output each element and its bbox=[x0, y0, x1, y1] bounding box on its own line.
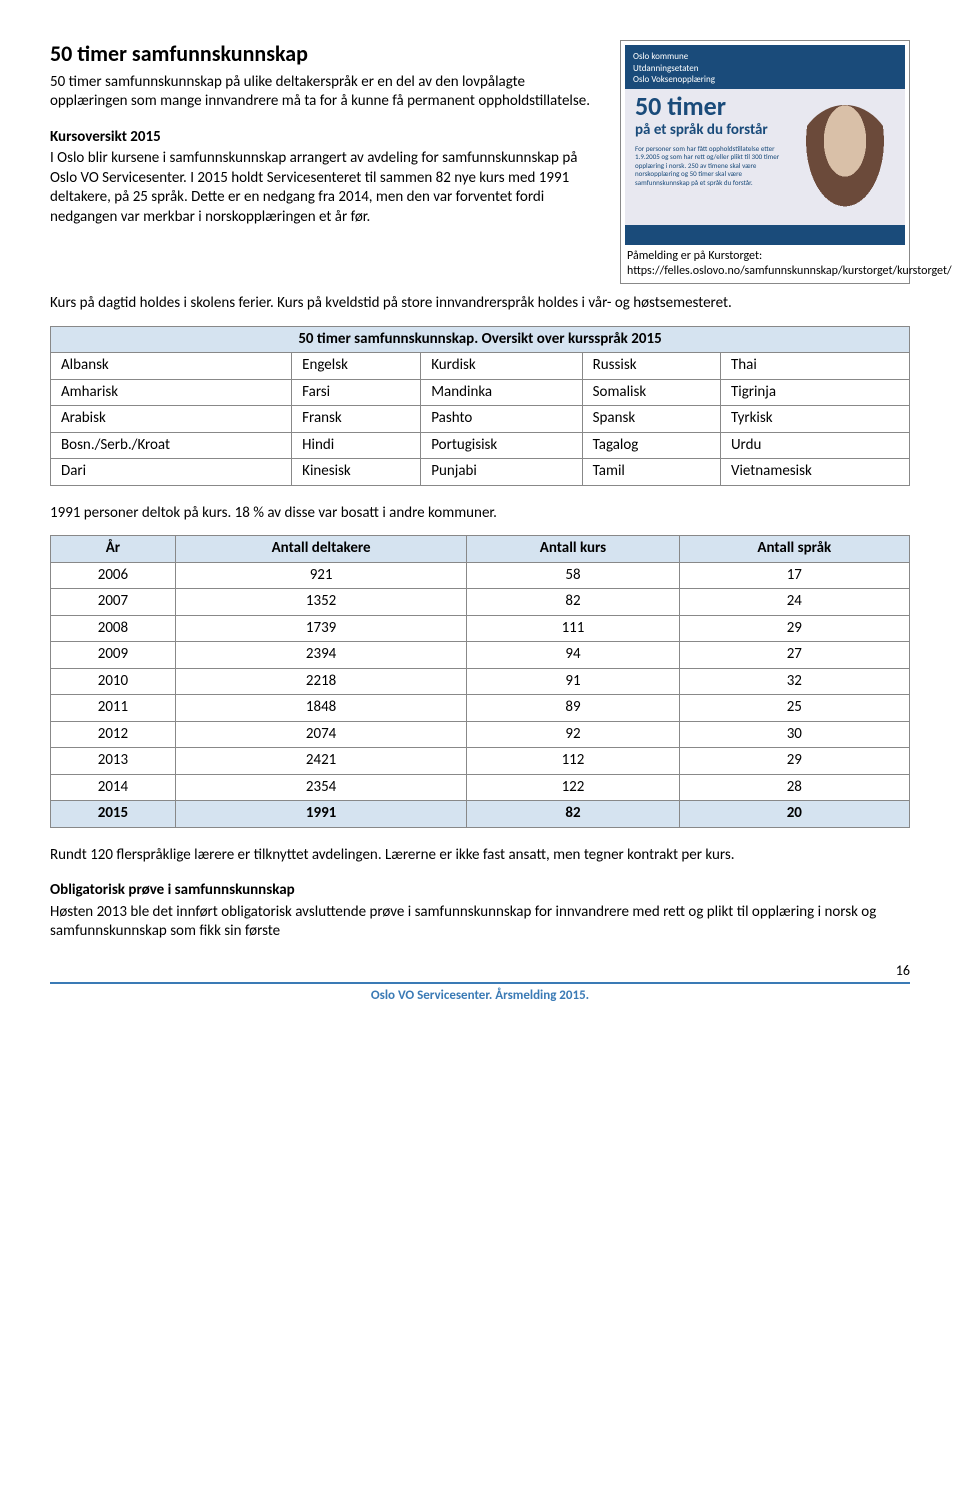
sidebox-caption: Påmelding er på Kurstorget: https://fell… bbox=[625, 245, 905, 279]
stats-cell: 92 bbox=[467, 721, 679, 748]
stats-cell: 20 bbox=[679, 801, 909, 828]
language-table-header: 50 timer samfunnskunnskap. Oversikt over… bbox=[51, 326, 910, 353]
stats-cell: 24 bbox=[679, 589, 909, 616]
language-cell: Spansk bbox=[582, 406, 720, 433]
page-title: 50 timer samfunnskunnskap bbox=[50, 40, 600, 69]
stats-cell: 2218 bbox=[175, 668, 466, 695]
kursoversikt-heading: Kursoversikt 2015 bbox=[50, 128, 600, 148]
stats-cell: 2015 bbox=[51, 801, 176, 828]
stats-cell: 32 bbox=[679, 668, 909, 695]
language-cell: Tyrkisk bbox=[720, 406, 909, 433]
stats-cell: 2009 bbox=[51, 642, 176, 669]
language-cell: Arabisk bbox=[51, 406, 292, 433]
language-cell: Portugisisk bbox=[421, 432, 582, 459]
language-cell: Kinesisk bbox=[292, 459, 421, 486]
sidebox-org-lines: Oslo kommune Utdanningsetaten Oslo Vokse… bbox=[633, 51, 715, 86]
dagtid-paragraph: Kurs på dagtid holdes i skolens ferier. … bbox=[50, 294, 910, 314]
sidebox: Oslo kommune Utdanningsetaten Oslo Vokse… bbox=[620, 40, 910, 284]
stats-column-header: År bbox=[51, 536, 176, 563]
language-cell: Vietnamesisk bbox=[720, 459, 909, 486]
language-cell: Hindi bbox=[292, 432, 421, 459]
stats-cell: 2354 bbox=[175, 774, 466, 801]
stats-column-header: Antall kurs bbox=[467, 536, 679, 563]
language-cell: Punjabi bbox=[421, 459, 582, 486]
language-cell: Tigrinja bbox=[720, 379, 909, 406]
stats-cell: 2012 bbox=[51, 721, 176, 748]
person-illustration bbox=[795, 105, 895, 225]
caption-lead: Påmelding er på Kurstorget: bbox=[627, 249, 762, 263]
stats-cell: 2007 bbox=[51, 589, 176, 616]
stats-cell: 111 bbox=[467, 615, 679, 642]
language-cell: Thai bbox=[720, 353, 909, 380]
stats-cell: 1739 bbox=[175, 615, 466, 642]
language-cell: Amharisk bbox=[51, 379, 292, 406]
stats-column-header: Antall språk bbox=[679, 536, 909, 563]
stats-cell: 2394 bbox=[175, 642, 466, 669]
stats-cell: 25 bbox=[679, 695, 909, 722]
stats-table: ÅrAntall deltakereAntall kursAntall språ… bbox=[50, 535, 910, 828]
stats-cell: 27 bbox=[679, 642, 909, 669]
stats-cell: 30 bbox=[679, 721, 909, 748]
language-cell: Dari bbox=[51, 459, 292, 486]
stats-cell: 82 bbox=[467, 801, 679, 828]
language-cell: Somalisk bbox=[582, 379, 720, 406]
stats-cell: 91 bbox=[467, 668, 679, 695]
stats-cell: 2011 bbox=[51, 695, 176, 722]
language-cell: Russisk bbox=[582, 353, 720, 380]
page-footer: 16 Oslo VO Servicesenter. Årsmelding 201… bbox=[50, 982, 910, 1005]
stats-intro: 1991 personer deltok på kurs. 18 % av di… bbox=[50, 504, 910, 524]
stats-cell: 2014 bbox=[51, 774, 176, 801]
obligatorisk-paragraph: Høsten 2013 ble det innført obligatorisk… bbox=[50, 903, 910, 942]
footer-text: Oslo VO Servicesenter. Årsmelding 2015. bbox=[371, 988, 589, 1003]
language-table: 50 timer samfunnskunnskap. Oversikt over… bbox=[50, 326, 910, 486]
sidebox-sub-text: på et språk du forstår bbox=[635, 121, 768, 141]
stats-cell: 1848 bbox=[175, 695, 466, 722]
stats-cell: 1991 bbox=[175, 801, 466, 828]
language-cell: Tagalog bbox=[582, 432, 720, 459]
stats-cell: 17 bbox=[679, 562, 909, 589]
stats-cell: 2006 bbox=[51, 562, 176, 589]
language-cell: Farsi bbox=[292, 379, 421, 406]
language-cell: Tamil bbox=[582, 459, 720, 486]
language-cell: Albansk bbox=[51, 353, 292, 380]
stats-cell: 122 bbox=[467, 774, 679, 801]
stats-cell: 29 bbox=[679, 615, 909, 642]
language-cell: Fransk bbox=[292, 406, 421, 433]
stats-cell: 89 bbox=[467, 695, 679, 722]
language-cell: Engelsk bbox=[292, 353, 421, 380]
stats-cell: 112 bbox=[467, 748, 679, 775]
caption-link[interactable]: https://felles.oslovo.no/samfunnskunnska… bbox=[627, 264, 952, 278]
stats-cell: 2421 bbox=[175, 748, 466, 775]
intro-paragraph: 50 timer samfunnskunnskap på ulike delta… bbox=[50, 73, 600, 112]
stats-cell: 94 bbox=[467, 642, 679, 669]
stats-cell: 1352 bbox=[175, 589, 466, 616]
stats-cell: 29 bbox=[679, 748, 909, 775]
language-cell: Kurdisk bbox=[421, 353, 582, 380]
teachers-paragraph: Rundt 120 flerspråklige lærere er tilkny… bbox=[50, 846, 910, 866]
sidebox-bluebar bbox=[625, 225, 905, 245]
page-number: 16 bbox=[896, 962, 910, 980]
stats-cell: 2013 bbox=[51, 748, 176, 775]
stats-cell: 921 bbox=[175, 562, 466, 589]
stats-cell: 2074 bbox=[175, 721, 466, 748]
stats-cell: 28 bbox=[679, 774, 909, 801]
sidebox-big-text: 50 timer bbox=[635, 93, 726, 120]
sidebox-small-text: For personer som har fått oppholdstillat… bbox=[635, 145, 785, 187]
stats-cell: 82 bbox=[467, 589, 679, 616]
stats-cell: 2010 bbox=[51, 668, 176, 695]
language-cell: Bosn./Serb./Kroat bbox=[51, 432, 292, 459]
sidebox-image: Oslo kommune Utdanningsetaten Oslo Vokse… bbox=[625, 45, 905, 245]
language-cell: Urdu bbox=[720, 432, 909, 459]
kursoversikt-paragraph: I Oslo blir kursene i samfunnskunnskap a… bbox=[50, 149, 600, 227]
stats-cell: 58 bbox=[467, 562, 679, 589]
language-cell: Mandinka bbox=[421, 379, 582, 406]
stats-cell: 2008 bbox=[51, 615, 176, 642]
language-cell: Pashto bbox=[421, 406, 582, 433]
stats-column-header: Antall deltakere bbox=[175, 536, 466, 563]
obligatorisk-heading: Obligatorisk prøve i samfunnskunnskap bbox=[50, 881, 910, 901]
